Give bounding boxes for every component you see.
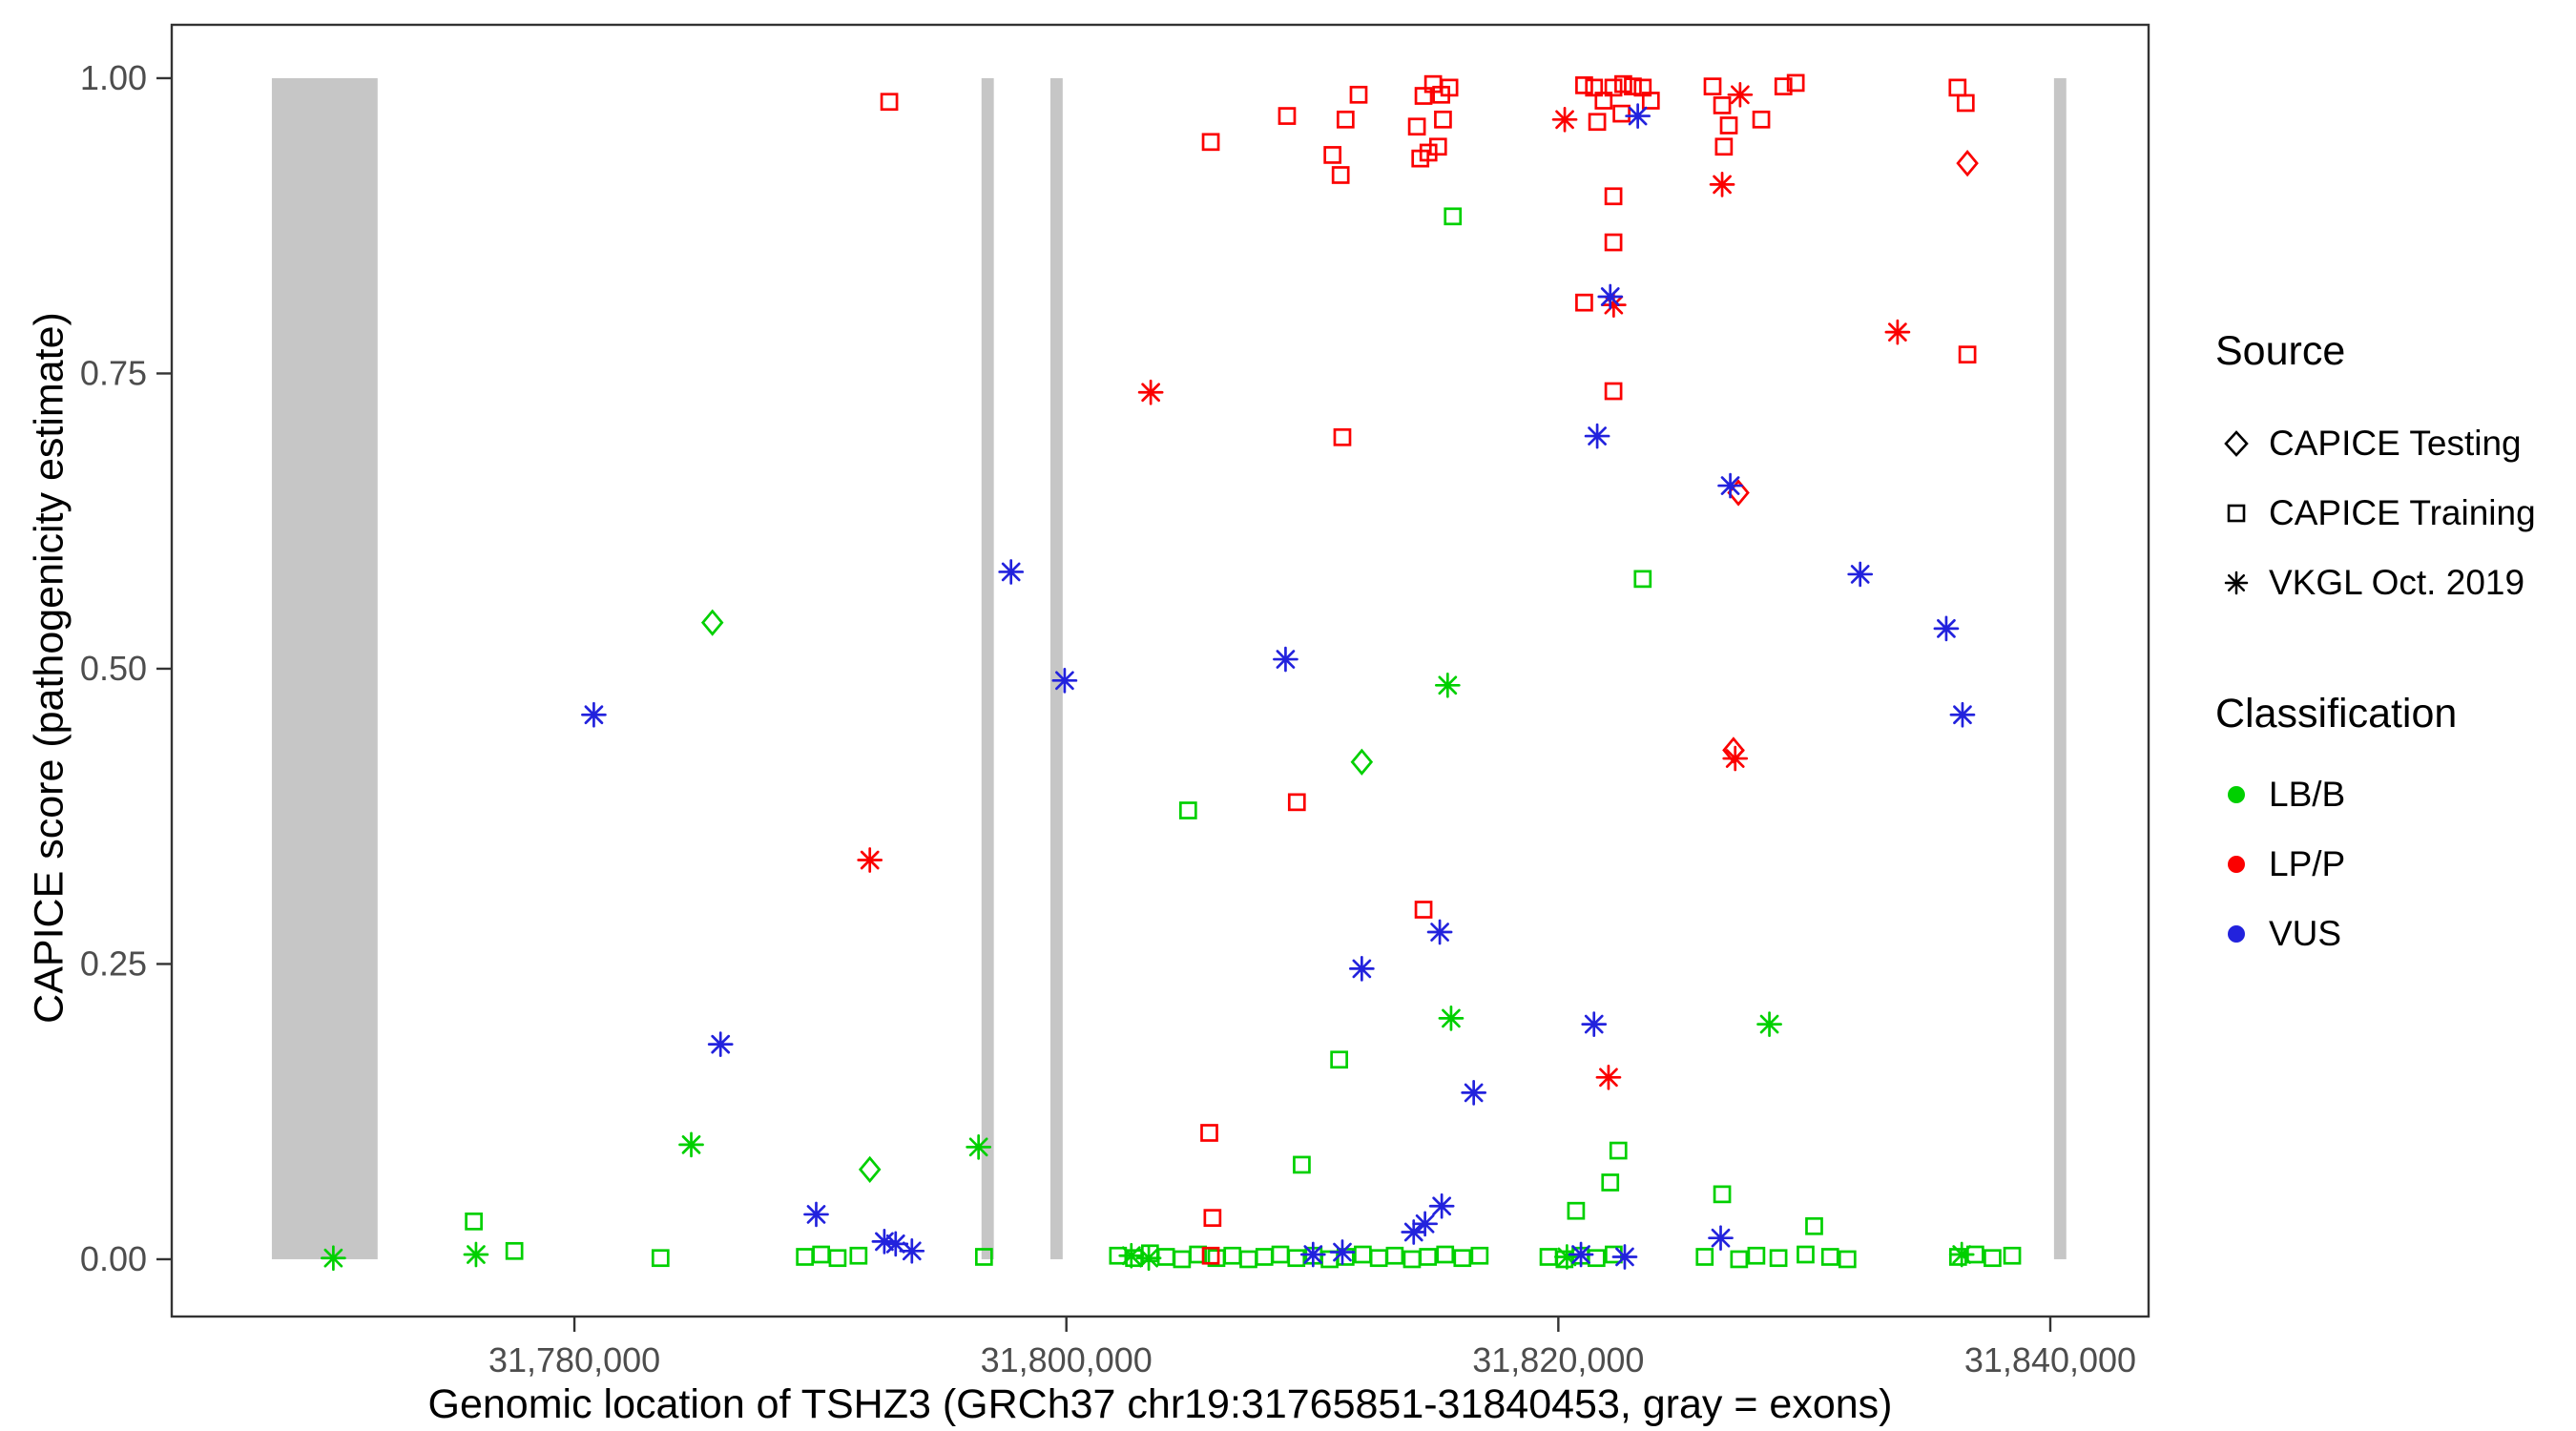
- legend-item-lbb: LB/B: [2215, 774, 2568, 816]
- legend-classification-title: Classification: [2215, 691, 2458, 736]
- svg-text:0.50: 0.50: [80, 649, 147, 688]
- diamond-icon: [2224, 430, 2249, 457]
- legend-item-vkgl: VKGL Oct. 2019: [2215, 562, 2568, 604]
- svg-text:0.75: 0.75: [80, 353, 147, 392]
- legend-source-items: CAPICE Testing CAPICE Training VKGL: [2215, 423, 2568, 604]
- legend-item-label: LP/P: [2269, 844, 2346, 883]
- vus-dot-icon: [2228, 925, 2245, 943]
- svg-text:0.25: 0.25: [80, 944, 147, 983]
- legend-classification-items: LB/B LP/P VUS: [2215, 774, 2568, 955]
- lbb-dot-icon: [2228, 786, 2245, 803]
- legend-item-capice-testing: CAPICE Testing: [2215, 423, 2568, 465]
- legend-item-label: VUS: [2269, 914, 2342, 953]
- y-axis-title: CAPICE score (pathogenicity estimate): [26, 312, 73, 1024]
- asterisk-icon: [2224, 570, 2249, 595]
- square-icon: [2227, 504, 2246, 523]
- legend-source-title: Source: [2215, 328, 2346, 374]
- svg-text:0.00: 0.00: [80, 1239, 147, 1278]
- legend-item-label: CAPICE Training: [2269, 493, 2536, 532]
- x-axis-title: Genomic location of TSHZ3 (GRCh37 chr19:…: [427, 1381, 1893, 1427]
- svg-text:31,840,000: 31,840,000: [1964, 1340, 2136, 1379]
- legend-item-capice-training: CAPICE Training: [2215, 492, 2568, 534]
- legend-item-label: VKGL Oct. 2019: [2269, 563, 2525, 602]
- svg-text:31,800,000: 31,800,000: [981, 1340, 1153, 1379]
- svg-text:31,780,000: 31,780,000: [488, 1340, 660, 1379]
- legend-item-label: LB/B: [2269, 775, 2346, 814]
- legend-item-vus: VUS: [2215, 913, 2568, 955]
- legend-item-lpp: LP/P: [2215, 843, 2568, 885]
- legend-item-label: CAPICE Testing: [2269, 424, 2522, 463]
- svg-text:1.00: 1.00: [80, 58, 147, 97]
- svg-text:31,820,000: 31,820,000: [1472, 1340, 1644, 1379]
- lpp-dot-icon: [2228, 856, 2245, 873]
- legend: Source CAPICE Testing CAPICE Training: [2215, 329, 2568, 955]
